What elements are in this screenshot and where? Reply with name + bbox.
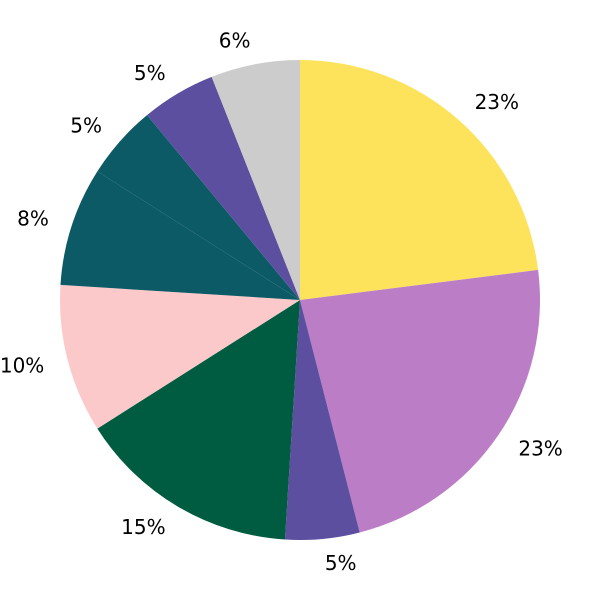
- pie-slice-6: [97, 115, 300, 300]
- pie-slice-2: [284, 300, 360, 541]
- pie-labels: 23% 23% 5% 15% 10% 8% 5% 5% 6%: [0, 29, 563, 575]
- pie-slice-label-1: 23%: [518, 436, 562, 460]
- pie-slice-5: [60, 171, 300, 300]
- pie-slice-3: [97, 300, 300, 540]
- pie-slice-0: [300, 60, 539, 300]
- pie-slice-label-5: 8%: [17, 206, 49, 230]
- pie-slice-label-2: 5%: [325, 551, 357, 575]
- pie-slice-7: [147, 76, 300, 300]
- pie-slice-label-6: 5%: [70, 113, 102, 137]
- pie-slice-label-7: 5%: [134, 61, 166, 85]
- pie-slice-label-8: 6%: [219, 29, 251, 53]
- pie-slice-8: [211, 60, 300, 300]
- pie-slice-label-3: 15%: [121, 515, 165, 539]
- pie-slice-label-0: 23%: [475, 90, 519, 114]
- pie-slice-4: [59, 284, 300, 429]
- pie-slice-1: [300, 269, 541, 533]
- pie-wedges: [59, 60, 541, 541]
- pie-slice-label-4: 10%: [0, 354, 44, 378]
